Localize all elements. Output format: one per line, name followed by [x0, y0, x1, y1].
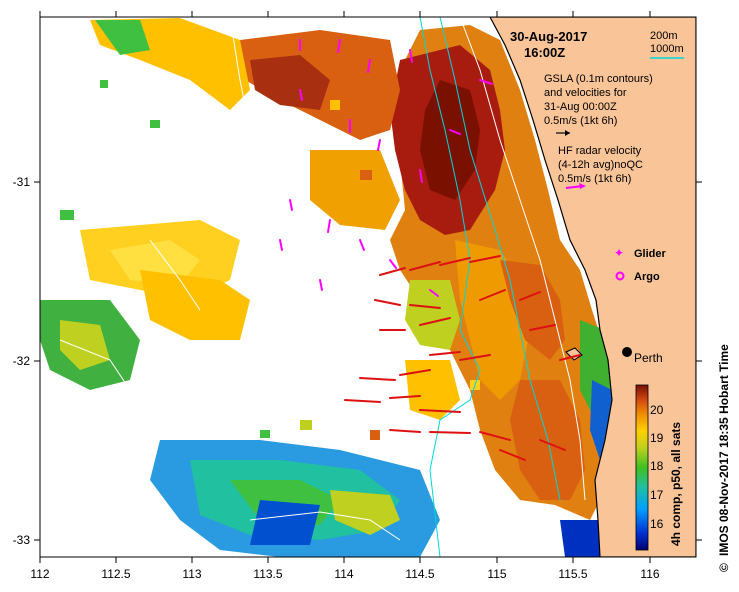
title-time: 16:00Z	[524, 45, 565, 60]
y-tick-31: -31	[13, 175, 31, 189]
x-tick-115.5: 115.5	[558, 567, 587, 581]
colorbar-tick-20: 20	[650, 403, 664, 417]
x-tick-113.5: 113.5	[253, 567, 282, 581]
perth-marker	[622, 347, 632, 357]
perth-label: Perth	[634, 351, 663, 365]
colorbar-tick-16: 16	[650, 517, 664, 531]
glider-symbol: ✦	[614, 246, 624, 260]
colorbar-tick-17: 17	[650, 488, 664, 502]
x-tick-116: 116	[640, 567, 659, 581]
copyright-symbol: ©	[717, 563, 731, 572]
gsla-legend-line1: GSLA (0.1m contours)	[544, 73, 653, 85]
plot-area	[40, 17, 696, 557]
gsla-legend-line4: 0.5m/s (1kt 6h)	[544, 115, 617, 127]
x-tick-115: 115	[487, 567, 506, 581]
gsla-scale-arrow	[556, 130, 570, 136]
glider-label: Glider	[634, 248, 667, 260]
colorbar-tick-18: 18	[650, 459, 664, 473]
y-ticks	[34, 181, 702, 541]
y-tick-33: -33	[13, 533, 31, 547]
title-date: 30-Aug-2017	[510, 29, 587, 44]
depth-200m-label: 200m	[650, 30, 678, 42]
hf-scale-arrow	[565, 183, 586, 189]
argo-label: Argo	[634, 271, 660, 283]
hf-legend-line1: HF radar velocity	[558, 145, 642, 157]
argo-symbol	[615, 271, 625, 281]
x-tick-114: 114	[334, 567, 353, 581]
credit-text: IMOS 08-Nov-2017 18:35 Hobart Time	[717, 344, 731, 556]
y-tick-32: -32	[13, 354, 31, 368]
x-tick-112.5: 112.5	[101, 567, 130, 581]
bathymetry-contours	[59, 17, 586, 557]
x-ticks	[39, 11, 651, 563]
colorbar	[635, 384, 649, 551]
gsla-vectors	[344, 255, 581, 461]
gsla-legend-line2: and velocities for	[544, 87, 627, 99]
hf-radar-vectors	[279, 39, 493, 297]
x-tick-112: 112	[30, 567, 49, 581]
hf-legend-line3: 0.5m/s (1kt 6h)	[558, 173, 631, 185]
colorbar-tick-19: 19	[650, 431, 664, 445]
x-tick-113: 113	[182, 567, 201, 581]
x-tick-114.5: 114.5	[405, 567, 434, 581]
colorbar-title: 4h comp, p50, all sats	[669, 422, 683, 546]
gsla-legend-line3: 31-Aug 00:00Z	[544, 101, 617, 113]
depth-1000m-label: 1000m	[650, 43, 684, 55]
hf-legend-line2: (4-12h avg)noQC	[558, 159, 643, 171]
plot-frame	[39, 16, 697, 558]
